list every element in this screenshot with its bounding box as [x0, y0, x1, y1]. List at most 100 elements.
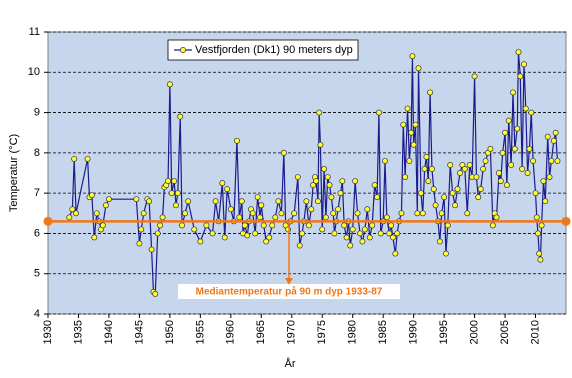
x-tick-label: 1965	[255, 320, 267, 344]
data-point	[441, 194, 448, 201]
data-point	[84, 155, 91, 162]
y-axis-label: Temperatur (°C)	[8, 134, 20, 212]
data-point	[452, 202, 459, 209]
data-point	[554, 157, 561, 164]
x-axis-label: År	[285, 357, 296, 370]
data-point	[361, 226, 368, 233]
data-point	[398, 210, 405, 217]
data-point	[357, 230, 363, 237]
data-point	[438, 210, 445, 217]
data-point	[105, 196, 112, 203]
data-point	[533, 214, 540, 221]
data-point	[303, 198, 310, 205]
data-point	[272, 214, 279, 221]
x-tick-label: 1960	[225, 320, 237, 344]
data-point	[330, 210, 337, 217]
data-point	[375, 109, 382, 116]
data-point	[546, 174, 553, 180]
data-point	[354, 210, 361, 217]
data-point	[148, 246, 155, 253]
data-point	[489, 222, 496, 229]
data-point	[266, 234, 273, 241]
y-tick-label: 7	[34, 187, 40, 199]
data-point	[552, 129, 559, 136]
data-point	[408, 129, 415, 136]
data-point	[466, 161, 473, 168]
data-point	[310, 182, 317, 189]
plot-area	[47, 31, 567, 315]
data-point	[526, 145, 533, 152]
data-point	[138, 226, 145, 233]
data-point	[493, 214, 500, 221]
data-point	[88, 192, 95, 199]
data-point	[278, 210, 285, 217]
x-tick-label: 1995	[438, 320, 450, 344]
data-point	[313, 178, 320, 185]
data-point	[392, 250, 399, 257]
data-point	[71, 155, 78, 162]
data-point	[171, 178, 178, 185]
data-point	[480, 166, 487, 172]
x-tick-label: 1950	[164, 320, 176, 344]
x-tick-label: 1975	[316, 320, 328, 344]
data-point	[442, 250, 449, 257]
data-point	[522, 105, 529, 112]
data-point	[528, 109, 535, 116]
x-tick-label: 1955	[194, 320, 206, 344]
legend-marker	[180, 47, 186, 53]
x-tick-label: 2000	[468, 320, 480, 344]
data-point	[524, 170, 531, 176]
y-tick-label: 11	[29, 26, 40, 38]
data-point	[471, 73, 478, 80]
data-point	[209, 230, 216, 237]
data-point	[386, 230, 393, 237]
y-tick-label: 10	[28, 66, 40, 78]
data-point	[517, 73, 524, 80]
x-tick-label: 1945	[133, 320, 145, 344]
data-point	[521, 61, 527, 68]
data-point	[66, 214, 73, 221]
data-point	[412, 121, 419, 128]
data-point	[133, 196, 140, 203]
data-point	[371, 182, 378, 189]
x-tick-label: 2005	[499, 320, 511, 344]
data-point	[173, 202, 179, 209]
data-point	[536, 250, 543, 257]
data-point	[337, 190, 344, 197]
x-tick-label: 1985	[377, 320, 389, 344]
data-point	[359, 238, 366, 245]
data-point	[473, 174, 480, 180]
data-point	[335, 206, 342, 213]
data-point	[227, 206, 234, 213]
data-point	[544, 133, 551, 140]
data-point	[285, 226, 292, 233]
data-point	[140, 210, 147, 217]
x-tick-label: 1930	[42, 320, 54, 344]
data-point	[383, 214, 390, 221]
x-tick-label: 1935	[72, 320, 84, 344]
data-point	[374, 194, 381, 201]
data-point	[191, 226, 198, 233]
data-point	[93, 210, 100, 217]
x-tick-label: 2010	[529, 320, 541, 344]
data-point	[364, 206, 371, 213]
data-point	[427, 89, 434, 96]
x-tick-label: 1980	[347, 320, 359, 344]
data-point	[349, 226, 356, 233]
data-point	[542, 198, 549, 205]
data-point	[275, 198, 282, 205]
data-point	[69, 206, 76, 213]
data-point	[414, 210, 421, 217]
data-point	[316, 109, 323, 116]
data-point	[537, 256, 544, 263]
data-point	[406, 157, 413, 164]
arrow-head	[285, 278, 293, 285]
data-point	[326, 182, 333, 189]
data-point	[102, 202, 109, 209]
y-tick-label: 5	[34, 268, 40, 280]
data-point	[366, 234, 373, 241]
data-point	[502, 129, 509, 136]
data-point	[497, 178, 504, 185]
data-point	[415, 65, 422, 72]
median-end	[561, 216, 571, 226]
